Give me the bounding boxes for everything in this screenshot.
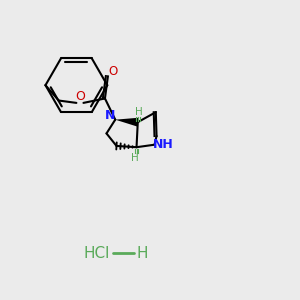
Text: O: O [108, 65, 118, 79]
Text: NH: NH [152, 138, 173, 151]
Text: HCl: HCl [84, 246, 110, 261]
Polygon shape [115, 118, 138, 127]
Text: H: H [135, 107, 143, 117]
Text: O: O [75, 90, 85, 103]
Text: H: H [131, 153, 139, 164]
Text: N: N [105, 109, 115, 122]
Text: H: H [137, 246, 148, 261]
